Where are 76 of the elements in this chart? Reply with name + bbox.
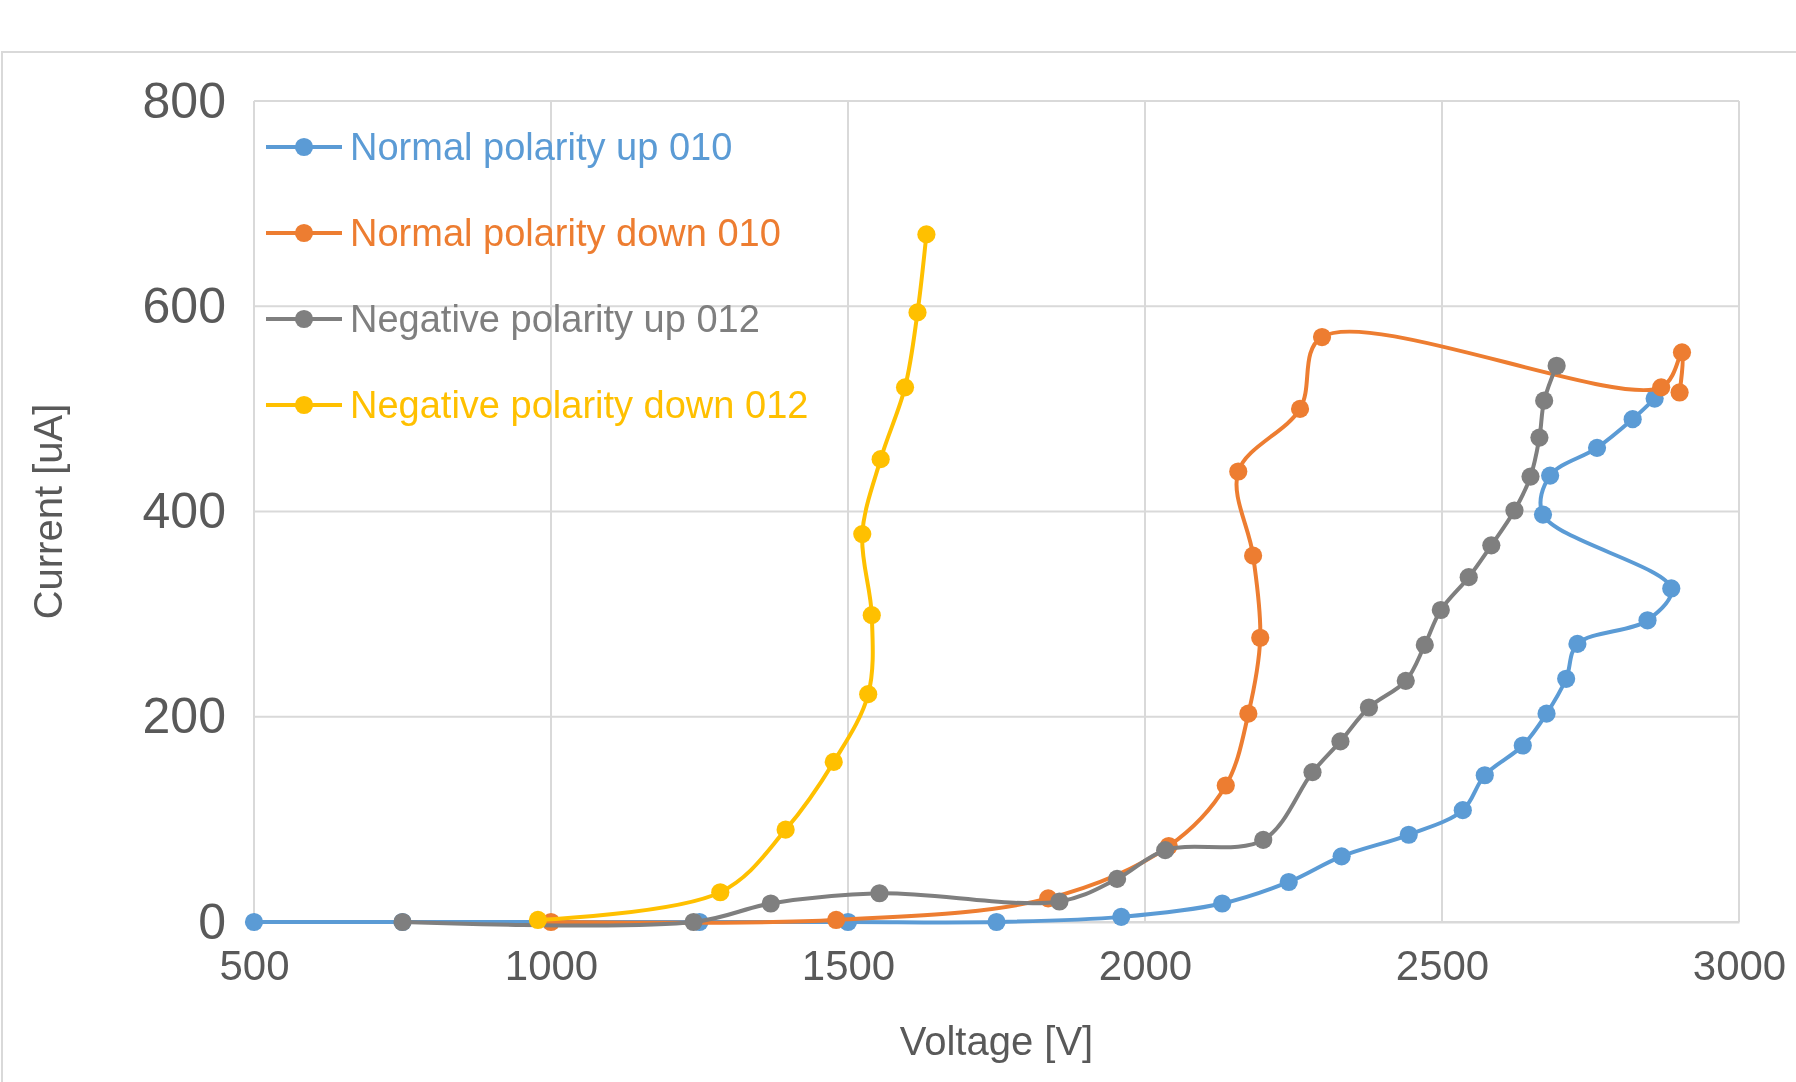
point — [528, 910, 548, 930]
point — [827, 910, 846, 930]
point — [1530, 428, 1549, 447]
point — [776, 820, 795, 839]
point — [1638, 611, 1657, 630]
point — [1396, 671, 1415, 690]
point — [1475, 766, 1494, 785]
point — [761, 894, 780, 913]
legend-label: Normal polarity down 010 — [350, 212, 781, 254]
point — [987, 912, 1006, 932]
point — [859, 685, 878, 704]
x-tick-label: 2000 — [1098, 941, 1193, 989]
point — [870, 884, 889, 903]
point — [1537, 704, 1556, 723]
point — [1568, 634, 1587, 653]
point — [1662, 579, 1681, 598]
point — [895, 378, 915, 397]
x-tick-label: 3000 — [1692, 941, 1787, 989]
y-tick-label: 400 — [142, 483, 226, 539]
point — [1670, 383, 1689, 402]
point — [1482, 536, 1501, 555]
legend-label: Negative polarity down 012 — [350, 384, 809, 426]
point — [1254, 830, 1273, 849]
point — [1535, 391, 1554, 410]
point — [1415, 635, 1434, 654]
point — [1244, 546, 1263, 565]
point — [1533, 505, 1553, 524]
x-tick-label: 1000 — [504, 941, 599, 989]
point — [711, 883, 730, 902]
point — [244, 912, 264, 932]
point — [1431, 600, 1450, 620]
point — [1229, 462, 1248, 481]
point — [1156, 841, 1175, 860]
point — [1239, 704, 1258, 723]
x-axis-title: Voltage [V] — [899, 1019, 1094, 1063]
point — [1453, 801, 1472, 820]
point — [871, 450, 890, 469]
point — [908, 303, 927, 322]
point — [1050, 892, 1069, 911]
point — [1359, 698, 1379, 717]
point — [1513, 736, 1532, 755]
point — [1332, 847, 1351, 866]
point — [824, 752, 843, 771]
point — [862, 606, 881, 625]
point — [1213, 894, 1232, 913]
y-tick-label: 800 — [142, 72, 226, 129]
x-tick-label: 2500 — [1395, 941, 1490, 989]
point — [1112, 907, 1131, 926]
y-tick-label: 200 — [142, 688, 226, 745]
point — [1557, 669, 1576, 688]
point — [1251, 628, 1270, 647]
point — [1303, 763, 1322, 782]
point — [1623, 410, 1642, 429]
point — [1279, 872, 1298, 892]
point — [853, 525, 872, 544]
point — [1331, 732, 1350, 751]
x-tick-label: 1500 — [801, 941, 896, 989]
point — [1547, 356, 1566, 375]
point — [1587, 438, 1607, 457]
point — [1216, 776, 1235, 795]
legend-label: Normal polarity up 010 — [350, 126, 733, 168]
point — [1399, 825, 1418, 844]
point — [1541, 466, 1560, 485]
legend-label: Negative polarity up 012 — [350, 298, 760, 340]
y-axis-title: Current [uA] — [26, 403, 70, 620]
point — [1459, 568, 1478, 587]
point — [1312, 327, 1332, 347]
point — [1521, 467, 1540, 486]
point — [1505, 501, 1524, 520]
y-tick-label: 600 — [142, 277, 226, 334]
point — [1107, 869, 1127, 888]
point — [917, 225, 936, 244]
point — [1652, 378, 1671, 397]
point — [684, 912, 703, 932]
point — [1290, 399, 1310, 418]
point — [1672, 343, 1692, 362]
